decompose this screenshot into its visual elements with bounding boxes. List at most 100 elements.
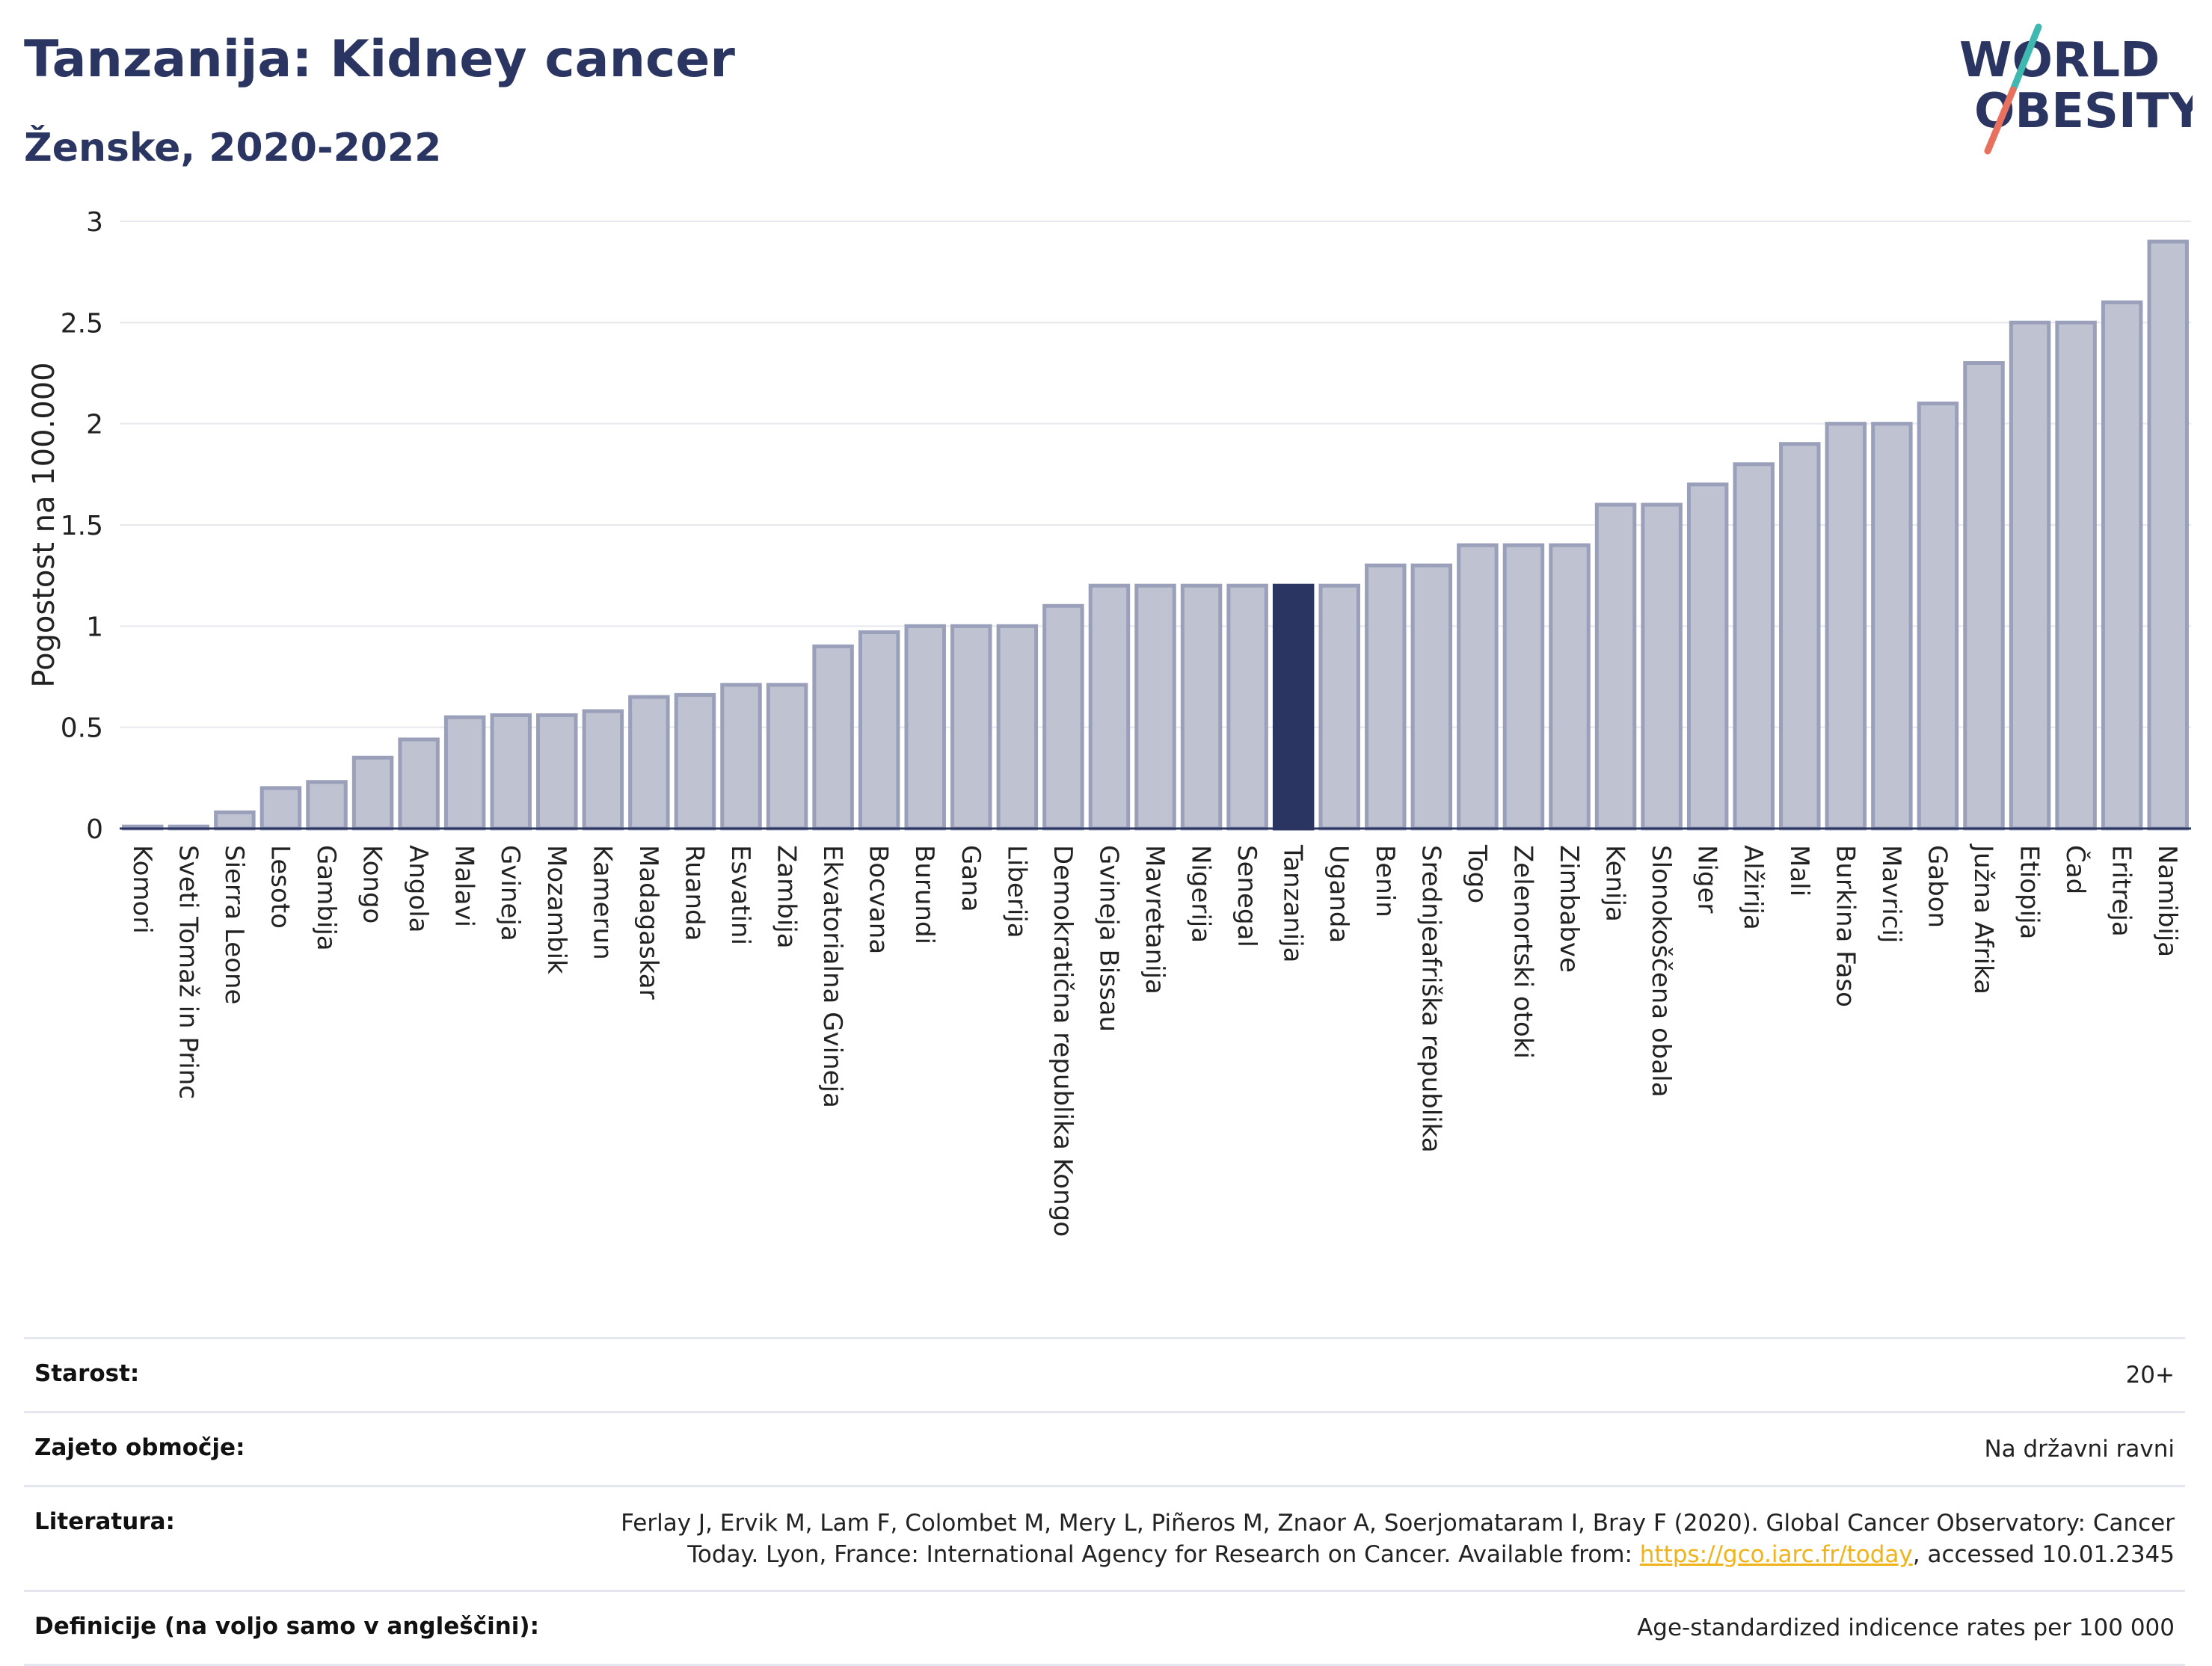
bar-mavricij bbox=[1871, 422, 1913, 831]
x-tick-label: Burkina Faso bbox=[1830, 845, 1860, 1007]
x-tick-label: Gabon bbox=[1922, 845, 1952, 928]
bar-madagaskar bbox=[628, 695, 670, 831]
bar-ekvatorialna-gvineja bbox=[812, 644, 854, 831]
x-tick-label: Čad bbox=[2060, 845, 2091, 894]
bar-bocvana bbox=[858, 630, 900, 831]
x-tick-label: Mali bbox=[1784, 845, 1814, 897]
info-value: Age-standardized indicence rates per 100… bbox=[1637, 1614, 2175, 1642]
bar-uganda bbox=[1318, 583, 1360, 831]
bar-demokratična-republika-kongo bbox=[1042, 603, 1084, 831]
y-tick-labels: 0 0.5 1 1.5 2 2.5 3 bbox=[61, 207, 103, 845]
x-tick-label: Burundi bbox=[909, 845, 939, 944]
bar-burundi bbox=[904, 624, 946, 831]
bar-gvineja-bissau bbox=[1088, 583, 1131, 831]
y-tick-label: 3 bbox=[86, 207, 103, 238]
x-tick-label: Madagaskar bbox=[633, 845, 663, 1000]
info-row-coverage: Zajeto območje: Na državni ravni bbox=[24, 1410, 2185, 1485]
x-tick-label: Sveti Tomaž in Princ bbox=[173, 845, 203, 1099]
x-tick-label: Liberija bbox=[1001, 845, 1031, 938]
bar-kongo bbox=[351, 755, 394, 831]
y-tick-label: 1 bbox=[86, 612, 103, 642]
info-label: Definicije (na voljo samo v angleščini): bbox=[34, 1613, 539, 1641]
bar-kamerun bbox=[582, 709, 624, 831]
world-obesity-logo: WORLD OBESITY bbox=[1959, 23, 2193, 155]
x-tick-label: Benin bbox=[1370, 845, 1400, 917]
logo-slash-coral bbox=[1984, 86, 2017, 155]
x-tick-label: Komori bbox=[127, 845, 157, 934]
bar-esvatini bbox=[720, 683, 762, 831]
x-tick-label: Južna Afrika bbox=[1968, 843, 1998, 995]
reference-link[interactable]: https://gco.iarc.fr/today bbox=[1639, 1540, 1913, 1568]
bar-čad bbox=[2055, 320, 2097, 831]
bar-gabon bbox=[1917, 402, 1959, 831]
logo-slash-teal bbox=[2009, 23, 2042, 93]
y-tick-label: 0 bbox=[86, 814, 103, 845]
x-tick-label: Alžirija bbox=[1738, 845, 1768, 930]
bar-južna-afrika bbox=[1963, 360, 2005, 831]
bar-benin bbox=[1365, 563, 1407, 831]
bar-mali bbox=[1779, 442, 1821, 831]
info-table: Starost: 20+ Zajeto območje: Na državni … bbox=[24, 1337, 2185, 1666]
x-tick-labels: Komori Sveti Tomaž in Princ Sierra Leone Le… bbox=[127, 843, 2182, 1237]
bar-mavretanija bbox=[1134, 583, 1176, 831]
bar-zimbabve bbox=[1549, 543, 1591, 831]
x-tick-label: Zimbabve bbox=[1554, 845, 1584, 973]
bar-gambija bbox=[306, 780, 348, 831]
x-tick-label: Gambija bbox=[311, 845, 341, 951]
bar-liberija bbox=[996, 624, 1039, 831]
bar-mozambik bbox=[536, 713, 578, 831]
logo-text-world: WORLD bbox=[1959, 33, 2160, 88]
bar-gvineja bbox=[490, 713, 532, 831]
bar-eritreja bbox=[2101, 300, 2143, 831]
x-tick-label: Mavretanija bbox=[1140, 845, 1170, 995]
bar-chart: 0 0.5 1 1.5 2 2.5 3 Komori Sveti Tomaž in Princ… bbox=[27, 207, 2191, 1237]
bar-ruanda bbox=[674, 692, 716, 831]
x-tick-label: Nigerija bbox=[1186, 845, 1216, 943]
bar-lesoto bbox=[259, 786, 302, 831]
x-tick-label: Angola bbox=[403, 845, 433, 932]
y-tick-label: 2.5 bbox=[61, 308, 103, 339]
info-row-age: Starost: 20+ bbox=[24, 1337, 2185, 1411]
info-label: Starost: bbox=[34, 1360, 140, 1387]
x-tick-label: Kenija bbox=[1600, 845, 1630, 922]
bars bbox=[122, 239, 2189, 831]
reference-accessed: , accessed 10.01.2345 bbox=[1912, 1540, 2175, 1568]
reference-text: Ferlay J, Ervik M, Lam F, Colombet M, Me… bbox=[621, 1509, 2175, 1568]
bar-burkina-faso bbox=[1825, 422, 1867, 831]
info-label: Zajeto območje: bbox=[34, 1433, 245, 1461]
x-tick-label: Ekvatorialna Gvineja bbox=[817, 845, 847, 1108]
bar-kenija bbox=[1594, 502, 1637, 831]
bar-zelenortski-otoki bbox=[1502, 543, 1545, 831]
x-tick-label: Niger bbox=[1692, 845, 1722, 913]
chart-subtitle: Ženske, 2020-2022 bbox=[24, 126, 442, 170]
bar-togo bbox=[1457, 543, 1499, 831]
x-tick-label: Srednjeafriška republika bbox=[1416, 845, 1446, 1153]
x-tick-label: Eritreja bbox=[2107, 845, 2136, 937]
info-label: Literatura: bbox=[34, 1507, 175, 1535]
bar-sierra-leone bbox=[214, 810, 256, 831]
bar-gana bbox=[950, 624, 992, 831]
bar-nigerija bbox=[1180, 583, 1223, 831]
x-tick-label: Zelenortski otoki bbox=[1508, 845, 1537, 1059]
x-tick-label: Etiopija bbox=[2015, 845, 2044, 939]
info-value: Ferlay J, Ervik M, Lam F, Colombet M, Me… bbox=[567, 1508, 2175, 1571]
info-value: Na državni ravni bbox=[1984, 1435, 2175, 1463]
bar-srednjeafriška-republika bbox=[1410, 563, 1453, 831]
x-tick-label: Demokratična republika Kongo bbox=[1048, 845, 1078, 1237]
x-tick-label: Esvatini bbox=[725, 845, 755, 945]
bar-angola bbox=[398, 737, 440, 831]
x-tick-label: Sierra Leone bbox=[219, 845, 249, 1004]
x-tick-label: Lesoto bbox=[265, 845, 295, 929]
x-tick-label: Gvineja bbox=[495, 845, 525, 941]
bar-niger bbox=[1686, 482, 1729, 831]
y-tick-label: 0.5 bbox=[61, 713, 103, 744]
x-tick-label: Ruanda bbox=[679, 845, 709, 941]
y-tick-label: 2 bbox=[86, 410, 103, 440]
bar-tanzanija bbox=[1272, 583, 1315, 831]
x-tick-label: Gana bbox=[956, 845, 986, 912]
x-tick-label: Uganda bbox=[1324, 845, 1354, 943]
info-row-references: Literatura: Ferlay J, Ervik M, Lam F, Co… bbox=[24, 1484, 2185, 1590]
info-row-definitions: Definicije (na voljo samo v angleščini):… bbox=[24, 1590, 2185, 1666]
x-tick-label: Bocvana bbox=[864, 845, 894, 954]
bar-alžirija bbox=[1733, 462, 1775, 831]
